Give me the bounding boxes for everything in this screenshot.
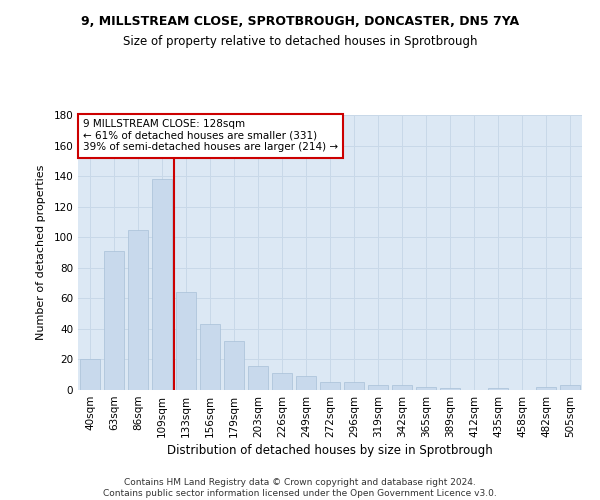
Bar: [488, 388, 508, 390]
Bar: [272, 373, 292, 390]
Bar: [416, 387, 436, 390]
Text: 9 MILLSTREAM CLOSE: 128sqm
← 61% of detached houses are smaller (331)
39% of sem: 9 MILLSTREAM CLOSE: 128sqm ← 61% of deta…: [83, 119, 338, 152]
Bar: [224, 341, 244, 390]
Bar: [296, 376, 316, 390]
Bar: [344, 382, 364, 390]
Bar: [80, 360, 100, 390]
Bar: [320, 382, 340, 390]
Y-axis label: Number of detached properties: Number of detached properties: [37, 165, 46, 340]
Bar: [104, 251, 124, 390]
Text: 9, MILLSTREAM CLOSE, SPROTBROUGH, DONCASTER, DN5 7YA: 9, MILLSTREAM CLOSE, SPROTBROUGH, DONCAS…: [81, 15, 519, 28]
Text: Contains HM Land Registry data © Crown copyright and database right 2024.
Contai: Contains HM Land Registry data © Crown c…: [103, 478, 497, 498]
Bar: [368, 386, 388, 390]
Bar: [440, 388, 460, 390]
Bar: [560, 386, 580, 390]
Bar: [152, 179, 172, 390]
Bar: [176, 292, 196, 390]
Bar: [200, 324, 220, 390]
Text: Size of property relative to detached houses in Sprotbrough: Size of property relative to detached ho…: [123, 35, 477, 48]
Bar: [128, 230, 148, 390]
Bar: [248, 366, 268, 390]
Bar: [536, 387, 556, 390]
Bar: [392, 386, 412, 390]
X-axis label: Distribution of detached houses by size in Sprotbrough: Distribution of detached houses by size …: [167, 444, 493, 457]
